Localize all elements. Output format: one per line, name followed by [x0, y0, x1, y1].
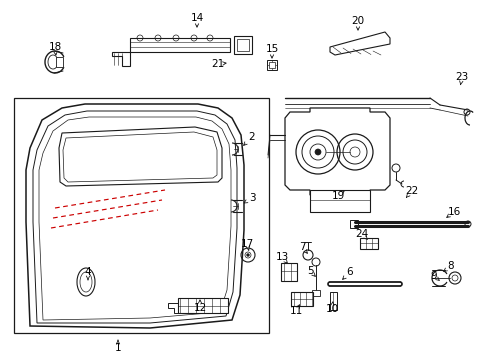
Text: 20: 20	[351, 16, 364, 26]
Text: 7: 7	[298, 242, 305, 252]
Text: 19: 19	[331, 191, 344, 201]
Bar	[359, 238, 377, 249]
Text: 13: 13	[275, 252, 288, 262]
Circle shape	[246, 254, 248, 256]
Bar	[234, 36, 251, 54]
Circle shape	[314, 149, 320, 155]
Text: 8: 8	[447, 261, 453, 271]
Bar	[290, 292, 312, 306]
Text: 15: 15	[265, 44, 278, 54]
Text: 6: 6	[346, 267, 353, 277]
Bar	[281, 263, 296, 281]
Text: 4: 4	[84, 267, 91, 277]
Bar	[268, 62, 274, 68]
Text: 17: 17	[240, 239, 253, 249]
Bar	[14, 98, 268, 333]
Text: 18: 18	[48, 42, 61, 52]
Text: 11: 11	[289, 306, 302, 316]
Bar	[309, 190, 369, 212]
Bar	[178, 298, 227, 313]
Text: 23: 23	[454, 72, 468, 82]
Text: 16: 16	[447, 207, 460, 217]
Text: 24: 24	[355, 229, 368, 239]
Bar	[311, 290, 319, 296]
Text: 12: 12	[193, 303, 206, 313]
Polygon shape	[285, 108, 389, 195]
Text: 22: 22	[405, 186, 418, 196]
Text: 10: 10	[325, 304, 338, 314]
Bar	[329, 292, 336, 310]
Bar	[266, 60, 276, 70]
Bar	[130, 38, 229, 52]
Text: 3: 3	[248, 193, 255, 203]
Bar	[56, 57, 63, 67]
Bar	[237, 39, 248, 51]
Text: 9: 9	[430, 271, 436, 281]
Text: 1: 1	[115, 343, 121, 353]
Text: 5: 5	[306, 266, 313, 276]
Text: 2: 2	[248, 132, 255, 142]
Text: 21: 21	[211, 59, 224, 69]
Text: 14: 14	[190, 13, 203, 23]
